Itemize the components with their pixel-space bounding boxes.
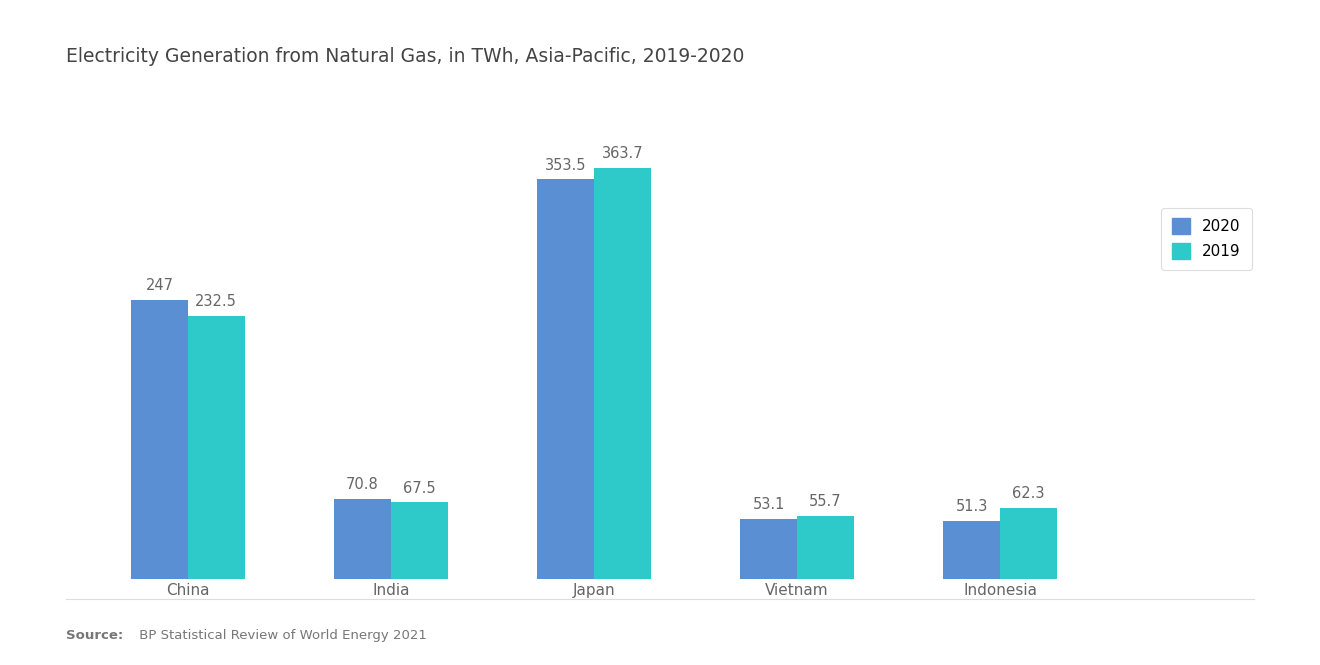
- Text: 67.5: 67.5: [403, 481, 436, 495]
- Bar: [1001, 508, 1057, 579]
- Text: 70.8: 70.8: [346, 477, 379, 492]
- Text: 51.3: 51.3: [956, 499, 987, 514]
- Text: 363.7: 363.7: [602, 146, 643, 161]
- Bar: [131, 300, 187, 579]
- Bar: [537, 180, 594, 579]
- Bar: [187, 316, 244, 579]
- Bar: [944, 521, 1001, 579]
- Text: 232.5: 232.5: [195, 295, 238, 309]
- Text: 53.1: 53.1: [752, 497, 785, 512]
- Text: 353.5: 353.5: [545, 158, 586, 173]
- Text: 247: 247: [145, 278, 173, 293]
- Bar: [797, 515, 854, 579]
- Text: Source:: Source:: [66, 628, 123, 642]
- Bar: [334, 499, 391, 579]
- Text: Electricity Generation from Natural Gas, in TWh, Asia-Pacific, 2019-2020: Electricity Generation from Natural Gas,…: [66, 47, 744, 66]
- Bar: [391, 502, 447, 579]
- Bar: [594, 168, 651, 579]
- Text: 55.7: 55.7: [809, 494, 842, 509]
- Bar: [741, 519, 797, 579]
- Text: 62.3: 62.3: [1012, 486, 1045, 501]
- Text: BP Statistical Review of World Energy 2021: BP Statistical Review of World Energy 20…: [135, 628, 426, 642]
- Legend: 2020, 2019: 2020, 2019: [1162, 207, 1251, 270]
